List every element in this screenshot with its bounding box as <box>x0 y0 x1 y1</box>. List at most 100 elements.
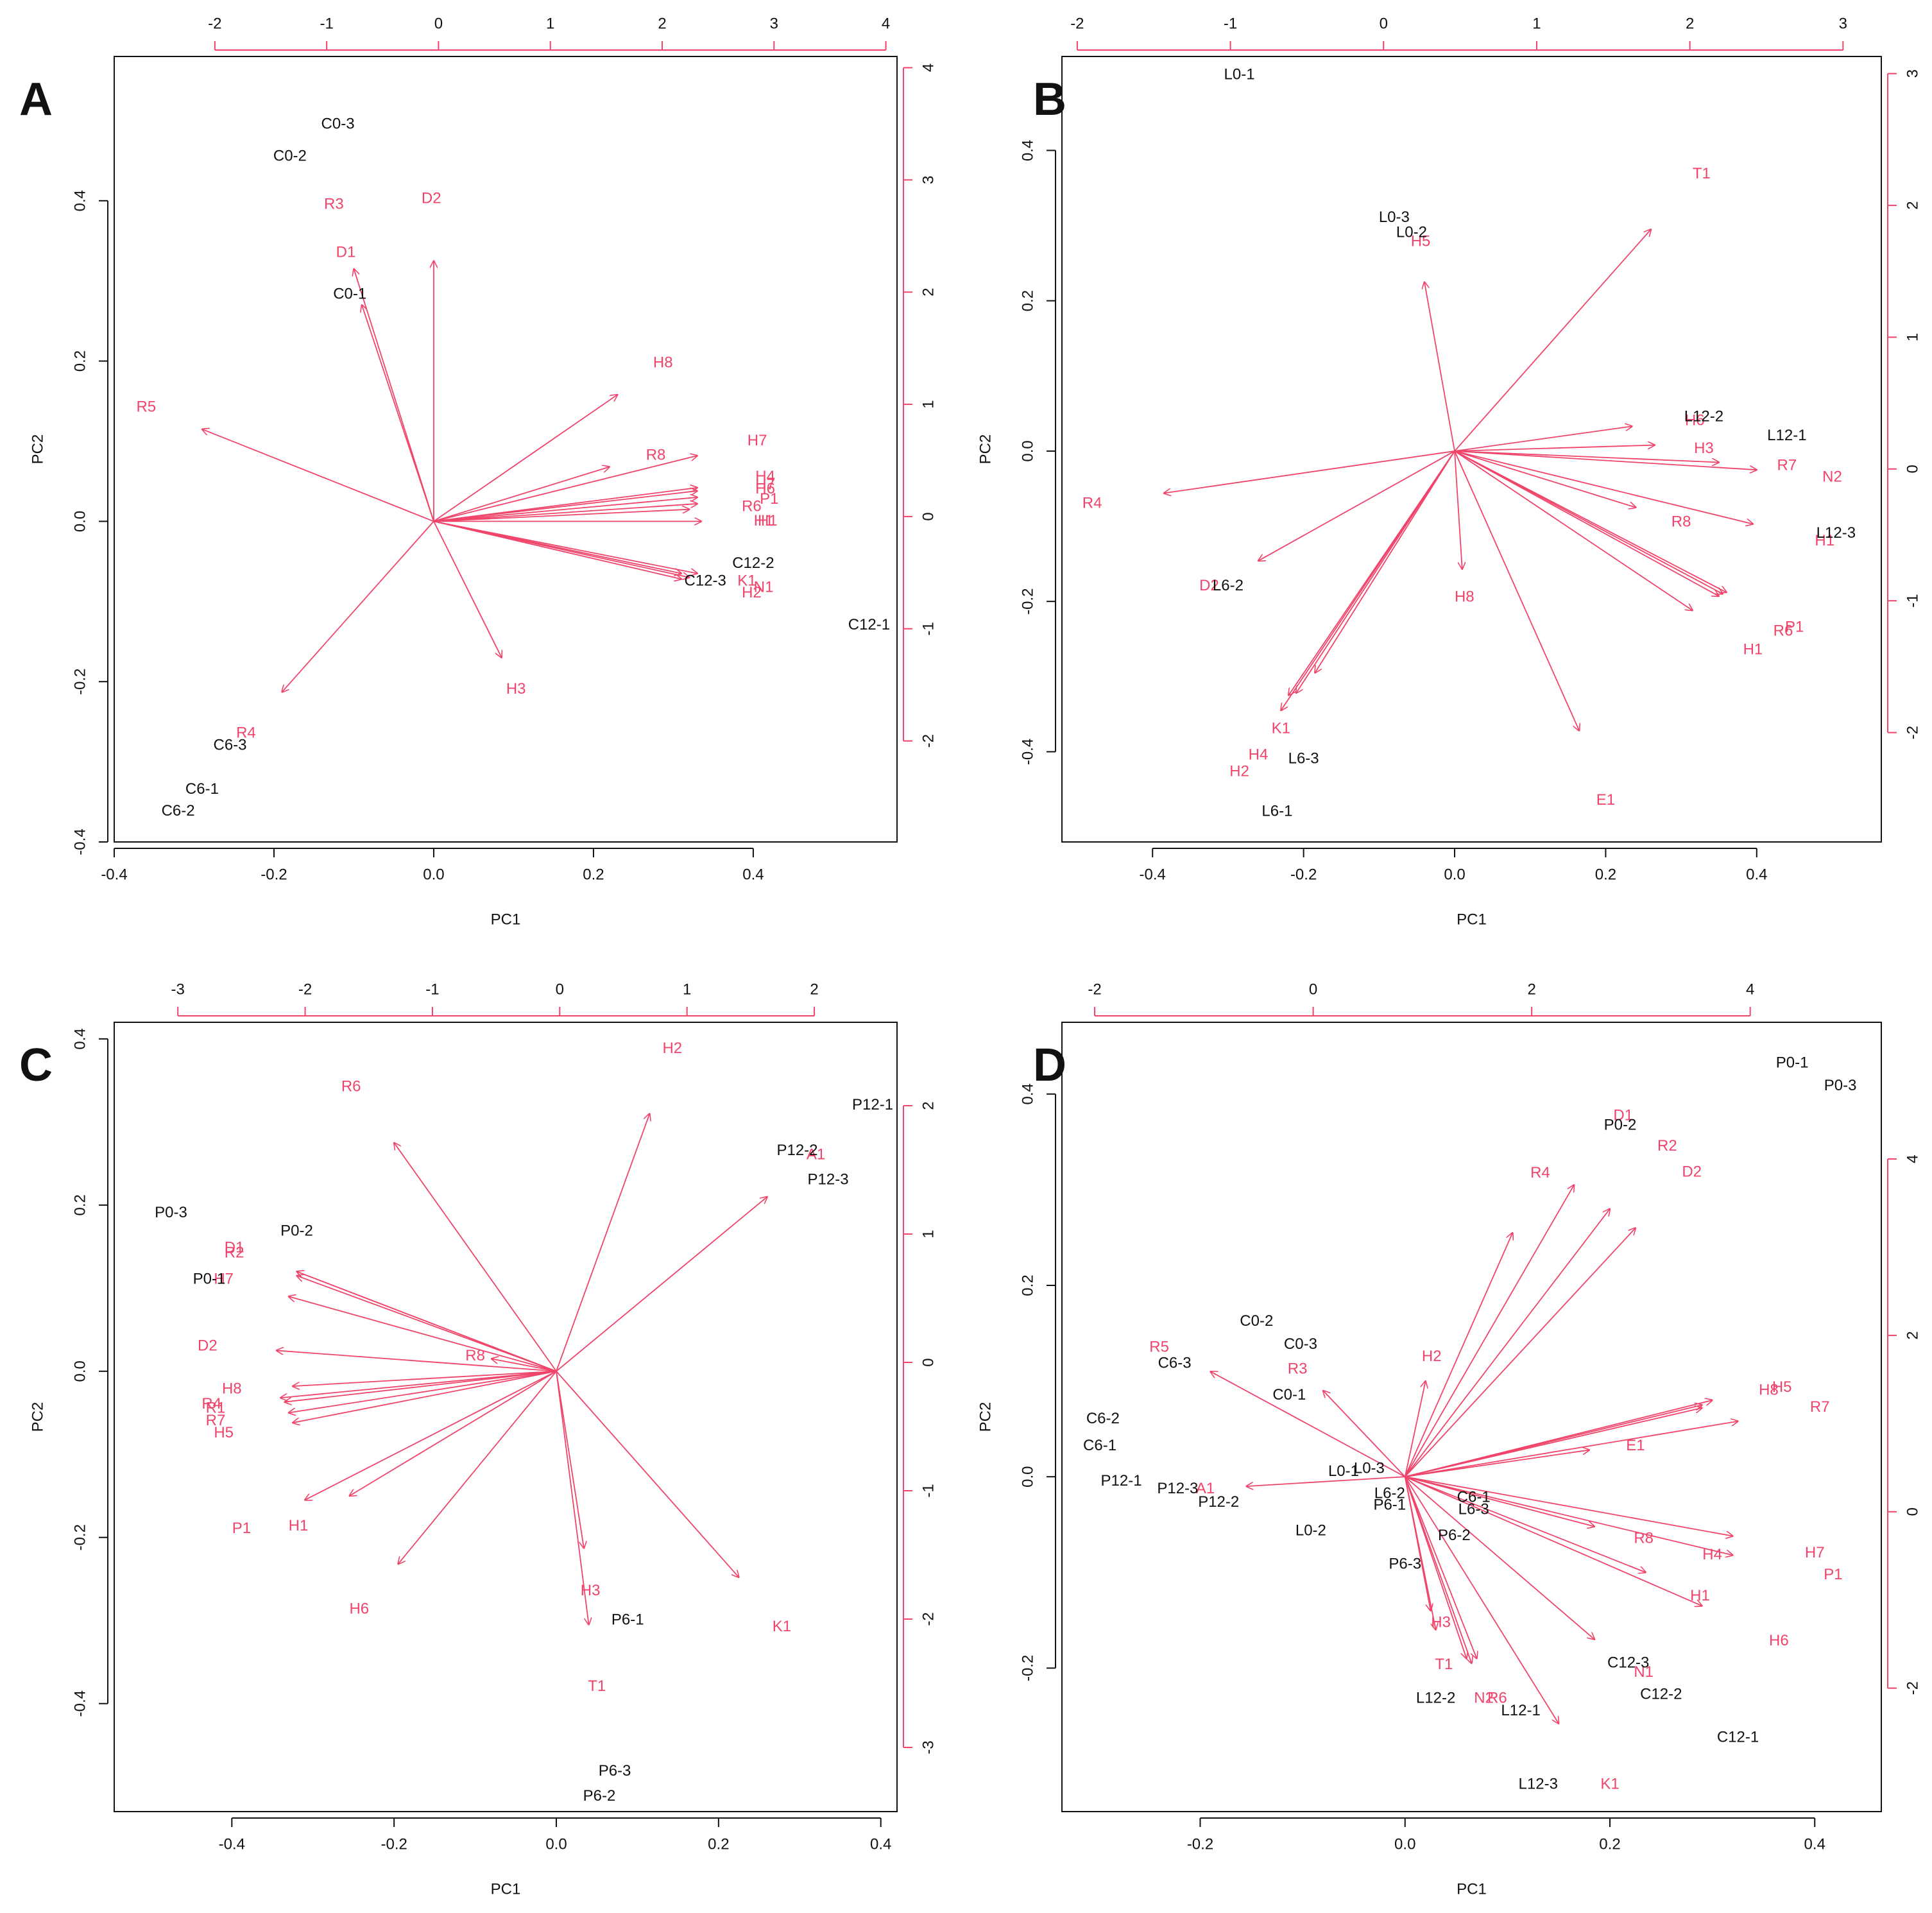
top-tick-label: 3 <box>770 15 778 32</box>
observation-label: P6-3 <box>599 1762 631 1780</box>
x-tick-label: 0.0 <box>423 866 444 883</box>
top-tick-label: 4 <box>882 15 890 32</box>
loading-arrow <box>1454 450 1719 596</box>
loading-arrow <box>284 1370 557 1402</box>
y-tick-label: -0.2 <box>71 1524 89 1550</box>
variable-label: A1 <box>807 1146 825 1163</box>
loading-arrow <box>556 1197 767 1372</box>
loading-arrow <box>433 456 697 522</box>
variable-label: T1 <box>588 1677 606 1695</box>
right-tick-label: 0 <box>919 512 937 520</box>
y-axis-label: PC2 <box>977 434 994 465</box>
variable-label: E1 <box>1596 791 1615 809</box>
x-tick-label: 0.4 <box>742 866 764 883</box>
loading-arrow <box>1258 450 1455 561</box>
loading-arrow <box>1454 426 1632 452</box>
variable-label: R4 <box>1530 1164 1550 1181</box>
variable-label: H7 <box>748 432 767 449</box>
observation-label: C12-2 <box>1640 1685 1682 1703</box>
observation-label: P12-1 <box>852 1096 893 1113</box>
variable-label: D2 <box>198 1337 218 1354</box>
loading-arrow <box>1315 450 1455 673</box>
top-tick-label: 1 <box>546 15 554 32</box>
variable-label: R5 <box>136 398 156 415</box>
top-tick-label: -1 <box>320 15 333 32</box>
variable-label: R3 <box>1288 1360 1308 1378</box>
observation-label: P12-2 <box>776 1142 817 1159</box>
observation-label: L6-1 <box>1261 802 1292 819</box>
observation-label: C6-1 <box>1457 1488 1491 1506</box>
observation-label: L6-3 <box>1458 1501 1489 1518</box>
observation-label: L6-2 <box>1213 577 1244 594</box>
observation-label: P12-2 <box>1198 1493 1239 1511</box>
right-tick-label: 4 <box>1904 1154 1921 1163</box>
loading-arrow <box>1454 450 1757 470</box>
x-tick-label: 0.2 <box>1599 1835 1620 1853</box>
loading-arrow <box>556 1371 739 1577</box>
observation-label: L0-1 <box>1224 66 1255 83</box>
loading-arrow <box>1405 1476 1594 1527</box>
x-tick-label: 0.2 <box>1595 866 1616 883</box>
loading-arrow <box>296 1271 557 1372</box>
y-tick-label: 0.4 <box>71 1028 89 1049</box>
loading-arrow <box>433 497 697 522</box>
loading-arrow <box>1246 1476 1405 1486</box>
loading-arrow <box>350 1371 557 1496</box>
observation-label: L6-3 <box>1288 750 1319 768</box>
observation-label: L0-2 <box>1396 224 1427 241</box>
loading-arrow <box>282 520 434 692</box>
top-tick-label: -3 <box>171 981 185 998</box>
right-tick-label: -2 <box>919 734 937 748</box>
observation-label: C0-3 <box>321 116 355 133</box>
loading-arrow <box>1405 1476 1646 1572</box>
observation-label: C6-3 <box>213 736 246 753</box>
observation-label: L12-2 <box>1416 1689 1455 1706</box>
variable-label: K1 <box>1272 720 1290 737</box>
observation-label: L12-1 <box>1767 427 1806 444</box>
variable-label: N2 <box>1822 468 1842 485</box>
x-axis-label: PC1 <box>1457 1880 1487 1898</box>
top-tick-label: -1 <box>1224 15 1237 32</box>
observation-label: P6-2 <box>1438 1527 1471 1544</box>
variable-label: R8 <box>465 1347 485 1364</box>
top-tick-label: -1 <box>425 981 439 998</box>
observation-label: L12-2 <box>1684 408 1723 425</box>
loading-arrow <box>280 1370 557 1398</box>
x-tick-label: -0.4 <box>1140 866 1166 883</box>
y-tick-label: -0.4 <box>71 828 89 855</box>
top-tick-label: 1 <box>683 981 691 998</box>
loading-arrow <box>1454 450 1723 594</box>
y-tick-label: 0.0 <box>71 1360 89 1382</box>
variable-label: H5 <box>214 1424 234 1441</box>
top-tick-label: 1 <box>1532 15 1541 32</box>
observation-label: C12-1 <box>1717 1729 1759 1746</box>
variable-label: N2 <box>1474 1689 1494 1706</box>
observation-label: P0-2 <box>280 1222 313 1240</box>
observation-label: L0-2 <box>1295 1522 1326 1540</box>
panel-c: C -0.4 -0.2 0.0 0.2 0.4 PC1 -0.4 -0.2 0.0 0.2 0.4 PC… <box>19 981 937 1898</box>
observation-label: C0-2 <box>1240 1312 1273 1330</box>
variable-label: H4 <box>1702 1546 1722 1563</box>
observation-label: P12-3 <box>1157 1480 1198 1497</box>
variable-label: H4 <box>1249 746 1269 764</box>
x-axis-label: PC1 <box>491 1880 521 1898</box>
observation-label: L12-3 <box>1817 524 1856 542</box>
plot-frame <box>114 56 898 843</box>
loading-arrow <box>433 521 502 657</box>
variable-label: P1 <box>760 490 778 508</box>
right-tick-label: 2 <box>919 288 937 296</box>
variable-label: R6 <box>742 497 762 515</box>
y-tick-label: 0.4 <box>1019 1083 1036 1104</box>
observation-label: P0-2 <box>1604 1116 1637 1133</box>
y-tick-label: -0.4 <box>1019 739 1036 765</box>
right-tick-label: 1 <box>1904 333 1921 341</box>
observation-label: C6-1 <box>1083 1437 1116 1454</box>
variable-label: H7 <box>1805 1544 1825 1561</box>
observation-label: C12-1 <box>848 616 890 633</box>
x-tick-label: -0.2 <box>261 866 287 883</box>
variable-label: H3 <box>581 1582 601 1599</box>
variable-label: R3 <box>324 195 344 212</box>
variable-label: H6 <box>1685 411 1705 429</box>
panel-b: B -0.4 -0.2 0.0 0.2 0.4 PC1 -0.4 -0.2 0.0 0.2 0.4 PC… <box>977 15 1921 928</box>
